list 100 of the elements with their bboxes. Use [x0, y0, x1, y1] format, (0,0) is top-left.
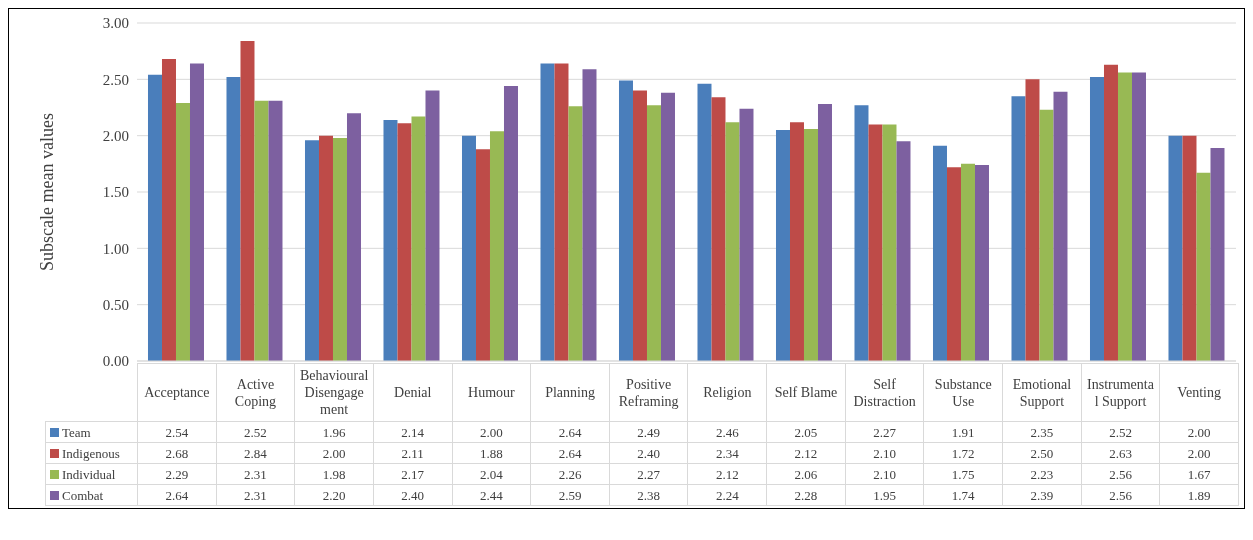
bar: [397, 123, 412, 361]
bar: [1168, 135, 1183, 361]
data-label: 2.27: [609, 463, 688, 485]
bar: [632, 90, 647, 361]
bar: [1011, 96, 1026, 361]
legend-label: Combat: [45, 484, 138, 506]
bar: [175, 102, 190, 361]
data-label: 2.12: [766, 442, 846, 464]
bar: [803, 128, 818, 361]
data-label: 2.06: [766, 463, 846, 485]
legend-label: Indigenous: [45, 442, 138, 464]
data-label: 1.74: [923, 484, 1003, 506]
data-label: 2.35: [1002, 421, 1082, 443]
bar: [346, 113, 361, 361]
bar: [489, 131, 504, 361]
bar: [582, 69, 597, 361]
bar: [568, 106, 583, 361]
bar: [189, 63, 204, 361]
data-label: 2.38: [609, 484, 688, 506]
data-label: 2.63: [1081, 442, 1160, 464]
bar: [475, 149, 490, 361]
bar: [1089, 77, 1104, 361]
bar: [868, 124, 883, 361]
data-label: 1.88: [452, 442, 531, 464]
bar: [697, 83, 712, 361]
bar: [817, 104, 832, 361]
bar: [1210, 148, 1225, 361]
data-label: 1.89: [1159, 484, 1239, 506]
data-label: 2.00: [1159, 442, 1239, 464]
bar: [161, 59, 176, 361]
data-label: 1.67: [1159, 463, 1239, 485]
x-tick-label: Behavioural Disengagement: [294, 363, 374, 422]
data-label: 2.34: [687, 442, 767, 464]
y-tick-label: 0.50: [102, 296, 129, 313]
data-label: 2.56: [1081, 463, 1160, 485]
bar: [554, 63, 569, 361]
data-label: 2.29: [137, 463, 217, 485]
y-tick-label: 2.00: [102, 127, 129, 144]
data-label: 2.11: [373, 442, 453, 464]
bar: [1025, 79, 1040, 361]
bar: [725, 122, 740, 361]
y-tick-label: 2.50: [102, 71, 129, 88]
data-label: 2.49: [609, 421, 688, 443]
y-tick-label: 0.00: [102, 353, 129, 370]
x-tick-label: Self Distraction: [845, 363, 924, 422]
data-label: 2.12: [687, 463, 767, 485]
bar: [332, 137, 347, 361]
data-label: 2.05: [766, 421, 846, 443]
bar: [226, 77, 241, 361]
data-label: 2.64: [530, 421, 610, 443]
x-tick-label: Self Blame: [766, 363, 846, 422]
data-label: 2.00: [1159, 421, 1239, 443]
data-label: 2.28: [766, 484, 846, 506]
bar: [789, 122, 804, 361]
data-label: 2.00: [452, 421, 531, 443]
bar: [1182, 135, 1197, 361]
data-label: 2.64: [137, 484, 217, 506]
data-label: 2.52: [216, 421, 295, 443]
bar: [304, 140, 319, 361]
x-tick-label: Substance Use: [923, 363, 1003, 422]
legend-label: Team: [45, 421, 138, 443]
bar: [411, 116, 426, 361]
data-label: 2.50: [1002, 442, 1082, 464]
y-tick-label: 3.00: [102, 15, 129, 32]
x-tick-label: Positive Reframing: [609, 363, 688, 422]
data-label: 1.96: [294, 421, 374, 443]
bar: [1039, 109, 1054, 361]
data-label: 2.44: [452, 484, 531, 506]
data-label: 2.46: [687, 421, 767, 443]
data-label: 2.10: [845, 442, 924, 464]
data-label: 1.98: [294, 463, 374, 485]
y-tick-label: 1.00: [102, 240, 129, 257]
y-tick-label: 1.50: [102, 184, 129, 201]
bar: [540, 63, 555, 361]
data-label: 1.72: [923, 442, 1003, 464]
data-label: 2.54: [137, 421, 217, 443]
data-label: 2.84: [216, 442, 295, 464]
bar: [739, 108, 754, 361]
x-tick-label: Religion: [687, 363, 767, 422]
bar: [646, 105, 661, 361]
data-label: 2.40: [609, 442, 688, 464]
bar: [932, 145, 947, 361]
x-tick-label: Denial: [373, 363, 453, 422]
data-label: 1.95: [845, 484, 924, 506]
data-label: 2.04: [452, 463, 531, 485]
x-tick-label: Active Coping: [216, 363, 295, 422]
data-label: 2.20: [294, 484, 374, 506]
data-label: 2.52: [1081, 421, 1160, 443]
bar: [1103, 64, 1118, 361]
bar: [660, 92, 675, 361]
bar: [711, 97, 726, 361]
data-label: 2.39: [1002, 484, 1082, 506]
bar: [854, 105, 869, 361]
data-label: 1.91: [923, 421, 1003, 443]
data-label: 2.23: [1002, 463, 1082, 485]
bar: [974, 164, 989, 361]
bar: [960, 163, 975, 361]
bar: [882, 124, 897, 361]
bar: [946, 167, 961, 361]
bar: [1117, 72, 1132, 361]
